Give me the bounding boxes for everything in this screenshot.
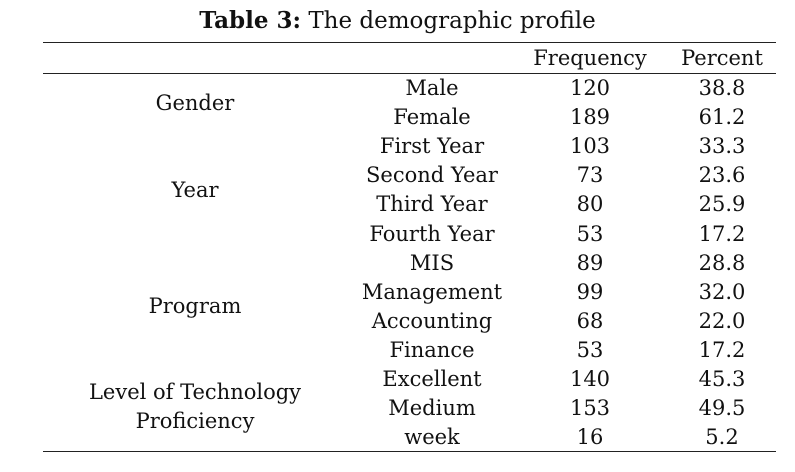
table-title: The demographic profile [308, 8, 596, 34]
group-year: Year [171, 178, 219, 202]
group-gender: Gender [155, 91, 235, 115]
category-cell: Medium [388, 396, 476, 421]
table-caption: Table 3: The demographic profile [0, 6, 795, 36]
frequency-cell: 103 [569, 134, 611, 159]
top-rule [43, 42, 776, 43]
percent-cell: 49.5 [698, 396, 746, 421]
percent-cell: 28.8 [698, 250, 746, 275]
frequency-cell: 80 [576, 192, 604, 217]
category-cell: Accounting [371, 308, 493, 333]
frequency-cell: 189 [569, 105, 611, 130]
frequency-cell: 153 [569, 396, 611, 421]
percent-cell: 32.0 [698, 279, 746, 304]
category-cell: Finance [389, 337, 475, 362]
percent-cell: 25.9 [698, 192, 746, 217]
category-cell: week [404, 425, 460, 450]
bottom-rule [43, 451, 776, 452]
percent-cell: 61.2 [698, 105, 746, 130]
frequency-cell: 120 [569, 76, 611, 100]
percent-cell: 17.2 [698, 337, 746, 362]
table-number: Table 3: [199, 7, 301, 34]
percent-cell: 38.8 [698, 76, 746, 100]
header-percent: Percent [681, 46, 763, 70]
category-cell: Third Year [376, 192, 488, 217]
category-cell: Management [361, 279, 503, 304]
percent-cell: 5.2 [705, 425, 739, 450]
percent-cell: 33.3 [698, 134, 746, 159]
header-rule [43, 73, 776, 74]
group-technology-line2: Proficiency [135, 409, 255, 433]
category-cell: Male [405, 76, 459, 100]
header-frequency: Frequency [533, 46, 647, 70]
percent-cell: 23.6 [698, 163, 746, 188]
percent-cell: 17.2 [698, 221, 746, 246]
percent-cell: 45.3 [698, 367, 746, 391]
frequency-cell: 89 [576, 250, 604, 275]
category-cell: First Year [379, 134, 485, 159]
percent-cell: 22.0 [698, 308, 746, 333]
category-cell: Second Year [366, 163, 498, 188]
group-technology-line1: Level of Technology [88, 380, 302, 404]
frequency-cell: 73 [576, 163, 604, 188]
category-cell: MIS [409, 250, 455, 275]
frequency-cell: 16 [576, 425, 604, 450]
frequency-cell: 53 [576, 221, 604, 246]
frequency-cell: 53 [576, 337, 604, 362]
category-cell: Female [393, 105, 471, 130]
category-cell: Fourth Year [369, 221, 495, 246]
frequency-cell: 99 [576, 279, 604, 304]
frequency-cell: 140 [569, 367, 611, 391]
group-program: Program [148, 294, 242, 318]
frequency-cell: 68 [576, 308, 604, 333]
category-cell: Excellent [382, 367, 482, 391]
